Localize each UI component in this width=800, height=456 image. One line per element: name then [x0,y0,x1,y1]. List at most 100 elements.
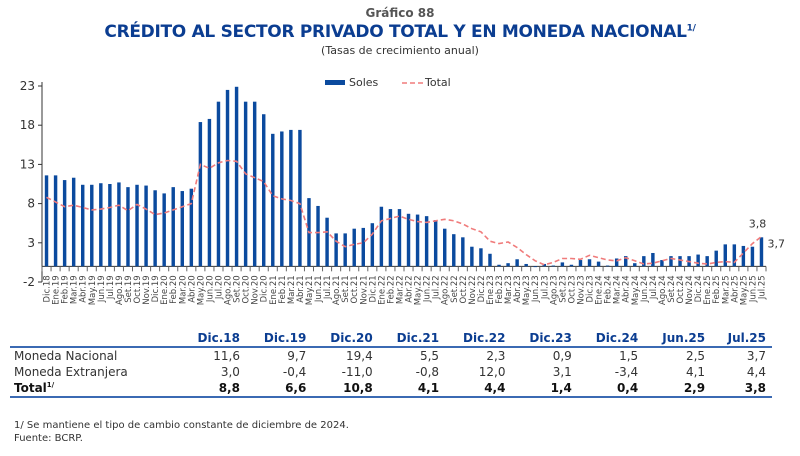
x-tick-label: Nov.19 [142,275,152,304]
bar-soles [651,252,655,267]
bar-soles [642,256,646,267]
y-tick-label: 3 [27,236,35,250]
legend-soles-swatch [325,80,345,85]
bar-soles [506,263,510,267]
bar-soles [578,260,583,267]
table-cell: 3,1 [552,365,572,379]
legend: Soles Total [325,76,451,89]
bar-soles [678,256,682,267]
chart: Soles Total -2 3 8 13 18 23 Dic.18 Ene.19 Feb.1… [20,76,785,305]
table-cell: 8,8 [179,380,246,398]
x-tick-label: Jul.23 [540,275,550,300]
x-tick-label: Abr.25 [730,275,740,302]
y-tick-label: -2 [23,275,35,289]
x-tick-label: Set.19 [124,275,134,302]
bar-soles [81,184,85,267]
bar-soles [243,101,248,267]
table-cell: 0,9 [552,349,572,363]
source: Fuente: BCRP. [14,433,83,444]
x-tick-label: Jul.24 [649,275,659,300]
table-cell: 0,4 [577,380,645,398]
title-footnote-mark: 1/ [686,23,696,34]
x-tick-label: Jun.25 [748,275,758,303]
x-tick-label: Oct.23 [567,275,577,303]
x-tick-label: Mar.20 [178,275,188,304]
table-header: Jul.25 [711,331,772,348]
chart-subtitle: (Tasas de crecimiento anual) [321,44,479,57]
x-tick-label: Oct.22 [459,275,469,303]
bar-soles [515,259,519,267]
x-tick-label: Jul.22 [432,275,442,300]
x-tick-label: Mar.25 [721,275,731,304]
bar-soles [117,182,121,267]
table-cell: -0,8 [415,365,440,379]
bar-soles [551,265,556,267]
x-tick-label: Jun.24 [640,275,650,303]
table-cell: 2,3 [486,349,506,363]
table-header: Dic.18 [179,331,246,348]
chart-title: CRÉDITO AL SECTOR PRIVADO TOTAL Y EN MON… [0,22,800,42]
x-tick-label: Ene.25 [703,275,713,305]
line-total [46,159,762,266]
table-cell: 4,4 [445,380,512,398]
table-header: Dic.20 [312,331,379,348]
bar-soles [298,129,302,267]
x-tick-label: Set.24 [667,275,677,302]
table-cell: 6,6 [245,380,313,398]
row-label-text: Total [14,381,47,395]
bar-soles [524,263,528,267]
x-tick-label: Abr.24 [622,275,632,302]
bar-soles [361,227,365,267]
bar-soles [470,246,474,267]
x-tick-label: Ago.24 [658,275,668,305]
legend-soles-label: Soles [349,76,379,89]
x-tick-label: Set.20 [233,275,243,302]
x-tick-label: Jul.20 [214,275,224,300]
x-tick-label: May.22 [414,275,424,305]
bar-soles [488,253,492,267]
x-tick-label: Ago.23 [549,275,559,305]
x-tick-labels: Dic.18 Ene.19 Feb.19 Mar.19 Abr.19 May.19 Jun.… [43,275,768,305]
table-header: Dic.23 [511,331,578,348]
x-tick-label: May.19 [88,275,98,305]
chart-title-text: CRÉDITO AL SECTOR PRIVADO TOTAL Y EN MON… [104,22,687,42]
x-tick-label: May.23 [522,275,532,305]
x-tick-label: Dic.18 [43,275,53,302]
table-cell: -11,0 [341,365,373,379]
table-header: Dic.21 [378,331,446,348]
x-tick-label: Mar.19 [70,275,80,304]
x-tick-label: Set.23 [558,275,568,302]
bar-soles [234,86,239,267]
x-tick-label: Ene.24 [595,275,605,305]
bar-soles [144,185,148,267]
bar-soles [316,205,320,267]
table-cell: 3,0 [220,365,240,379]
table-header: Dic.19 [245,331,313,348]
bar-soles [732,244,737,267]
bar-soles [461,237,465,267]
x-tick-label: Nov.21 [359,275,369,304]
bar-soles [633,263,637,267]
table-cell: 2,9 [644,380,712,398]
bar-soles [533,266,537,268]
x-tick-label: Ago.22 [441,275,451,305]
bar-soles [189,188,194,267]
bar-soles [162,193,166,267]
bar-soles [723,244,727,267]
bar-soles [479,248,483,267]
table-cell: 12,0 [478,365,506,379]
x-tick-label: Oct.19 [133,275,143,303]
row-label: Total1/ [10,380,180,398]
bar-soles [135,184,139,267]
annotation-total: 3,8 [749,218,767,231]
annotation-soles: 3,7 [767,237,785,250]
bar-soles [334,233,338,267]
table-cell: 2,5 [685,349,706,363]
bar-soles [624,256,628,267]
bar-soles [415,214,420,267]
x-tick-label: May.20 [196,275,206,305]
bar-soles [198,122,203,267]
x-tick-label: Dic.19 [151,275,161,302]
x-tick-label: Feb.23 [495,275,505,304]
x-tick-label: Oct.24 [676,275,686,303]
